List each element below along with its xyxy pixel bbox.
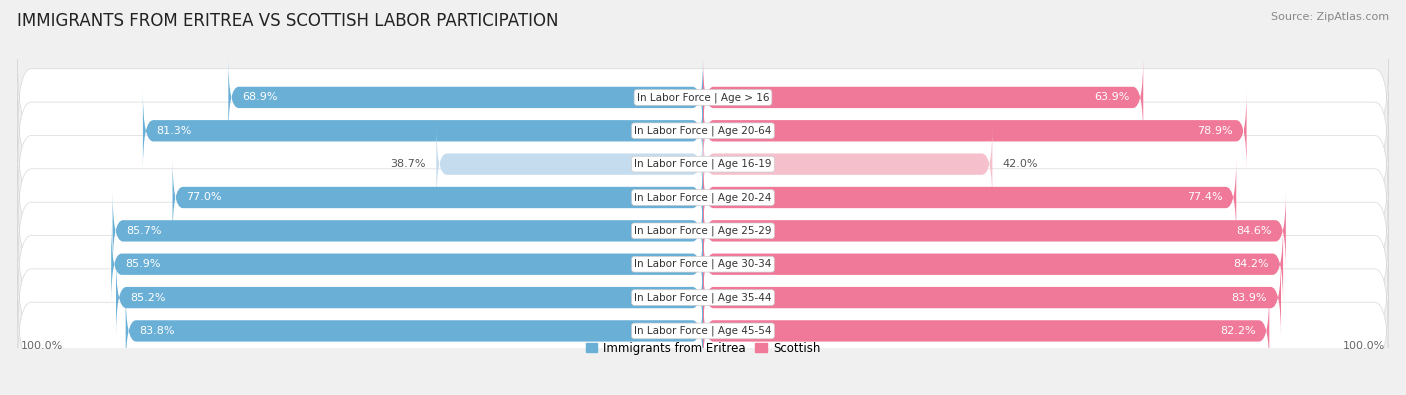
FancyBboxPatch shape [703,292,1270,370]
FancyBboxPatch shape [112,192,703,270]
Text: 38.7%: 38.7% [391,159,426,169]
Text: 85.9%: 85.9% [125,259,160,269]
Text: 81.3%: 81.3% [156,126,193,136]
Text: 78.9%: 78.9% [1197,126,1233,136]
FancyBboxPatch shape [703,225,1284,304]
Text: 63.9%: 63.9% [1094,92,1129,102]
Text: 83.8%: 83.8% [139,326,174,336]
Text: In Labor Force | Age 30-34: In Labor Force | Age 30-34 [634,259,772,269]
FancyBboxPatch shape [703,91,1247,170]
Text: 77.0%: 77.0% [186,192,222,203]
FancyBboxPatch shape [17,260,1389,336]
FancyBboxPatch shape [17,160,1389,235]
FancyBboxPatch shape [125,292,703,370]
Text: In Labor Force | Age > 16: In Labor Force | Age > 16 [637,92,769,103]
Text: In Labor Force | Age 20-64: In Labor Force | Age 20-64 [634,126,772,136]
Text: 85.7%: 85.7% [127,226,162,236]
FancyBboxPatch shape [17,59,1389,135]
FancyBboxPatch shape [703,192,1286,270]
Text: In Labor Force | Age 35-44: In Labor Force | Age 35-44 [634,292,772,303]
FancyBboxPatch shape [111,225,703,304]
FancyBboxPatch shape [173,158,703,237]
Text: 68.9%: 68.9% [242,92,277,102]
Legend: Immigrants from Eritrea, Scottish: Immigrants from Eritrea, Scottish [581,337,825,360]
Text: IMMIGRANTS FROM ERITREA VS SCOTTISH LABOR PARTICIPATION: IMMIGRANTS FROM ERITREA VS SCOTTISH LABO… [17,12,558,30]
FancyBboxPatch shape [117,258,703,337]
Text: In Labor Force | Age 45-54: In Labor Force | Age 45-54 [634,325,772,336]
FancyBboxPatch shape [17,293,1389,369]
Text: 83.9%: 83.9% [1232,293,1267,303]
Text: In Labor Force | Age 20-24: In Labor Force | Age 20-24 [634,192,772,203]
FancyBboxPatch shape [17,93,1389,169]
Text: 100.0%: 100.0% [1343,341,1385,351]
Text: Source: ZipAtlas.com: Source: ZipAtlas.com [1271,12,1389,22]
Text: In Labor Force | Age 25-29: In Labor Force | Age 25-29 [634,226,772,236]
FancyBboxPatch shape [228,58,703,137]
Text: 82.2%: 82.2% [1220,326,1256,336]
Text: In Labor Force | Age 16-19: In Labor Force | Age 16-19 [634,159,772,169]
FancyBboxPatch shape [703,158,1236,237]
FancyBboxPatch shape [703,258,1281,337]
Text: 77.4%: 77.4% [1187,192,1222,203]
Text: 84.2%: 84.2% [1233,259,1270,269]
FancyBboxPatch shape [703,125,993,203]
FancyBboxPatch shape [17,126,1389,202]
Text: 100.0%: 100.0% [21,341,63,351]
FancyBboxPatch shape [703,58,1143,137]
Text: 85.2%: 85.2% [129,293,166,303]
Text: 42.0%: 42.0% [1002,159,1038,169]
Text: 84.6%: 84.6% [1236,226,1272,236]
FancyBboxPatch shape [17,226,1389,302]
FancyBboxPatch shape [436,125,703,203]
FancyBboxPatch shape [143,91,703,170]
FancyBboxPatch shape [17,193,1389,269]
